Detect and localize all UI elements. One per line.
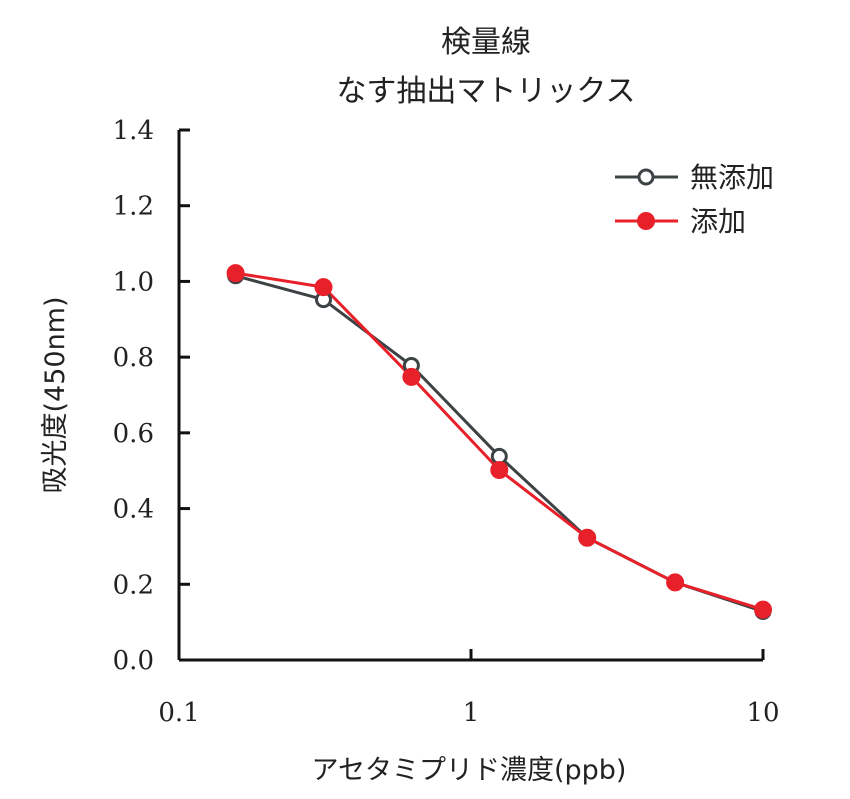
data-point-series-2 — [578, 528, 597, 547]
x-tick-label: 10 — [746, 698, 779, 728]
data-point-series-2 — [314, 278, 333, 297]
legend-label-1: 無添加 — [690, 161, 774, 194]
y-ticks: 0.0 0.2 0.4 0.6 0.8 1.0 1.2 1.4 — [113, 116, 190, 676]
x-tick-label: 0.1 — [158, 698, 199, 728]
legend-marker-1 — [637, 168, 655, 186]
data-point-series-2 — [402, 367, 421, 386]
series-line-1 — [235, 274, 764, 613]
x-ticks: 0.1 1 10 — [158, 649, 780, 728]
data-point-series-2 — [226, 264, 245, 283]
y-tick-label: 1.4 — [113, 116, 154, 146]
y-tick-label: 1.2 — [113, 192, 154, 222]
chart-subtitle: なす抽出マトリックス — [336, 74, 635, 109]
y-tick-label: 0.2 — [113, 570, 154, 600]
data-point-series-2 — [666, 573, 685, 592]
chart-title: 検量線 — [441, 25, 531, 60]
y-tick-label: 0.8 — [113, 343, 154, 373]
series-line-2 — [235, 271, 764, 612]
y-tick-label: 1.0 — [113, 267, 154, 297]
y-axis-label: 吸光度(450nm) — [40, 296, 71, 493]
y-tick-label: 0.6 — [113, 419, 154, 449]
x-axis-label: アセタミプリド濃度(ppb) — [312, 755, 627, 786]
y-tick-label: 0.0 — [113, 646, 154, 676]
series-layer — [226, 264, 772, 621]
legend-marker-2 — [637, 212, 655, 230]
data-point-series-2 — [490, 460, 509, 479]
legend-label-2: 添加 — [690, 205, 746, 238]
y-tick-label: 0.4 — [113, 495, 154, 525]
data-point-series-2 — [754, 600, 772, 619]
x-tick-label: 1 — [463, 698, 480, 728]
